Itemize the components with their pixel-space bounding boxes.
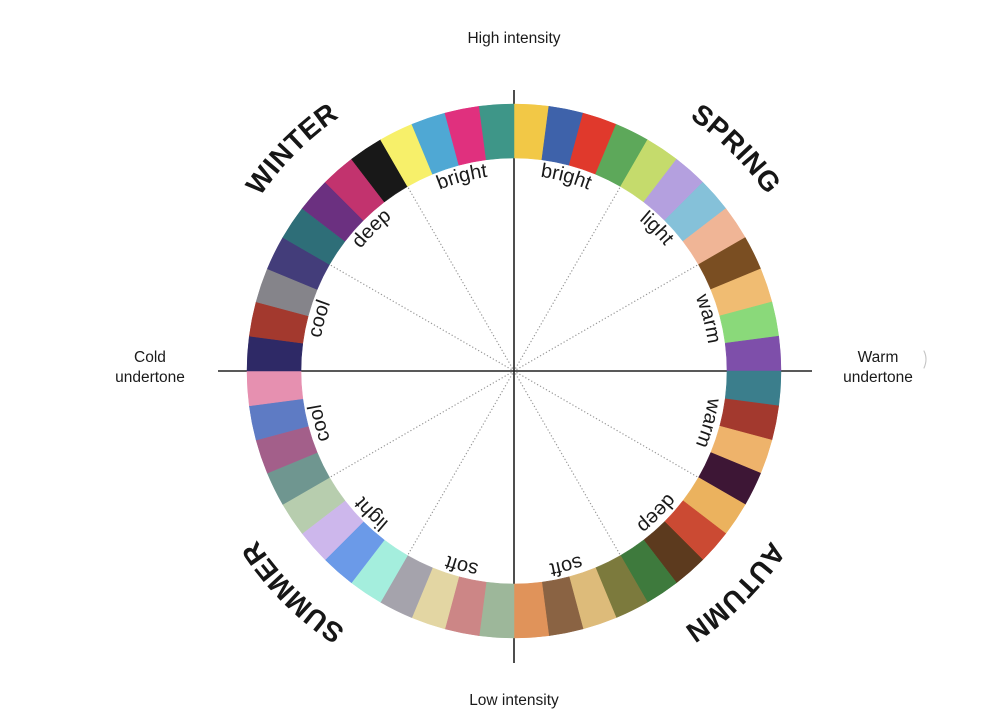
svg-text:Cold: Cold bbox=[134, 349, 166, 366]
svg-text:undertone: undertone bbox=[843, 369, 913, 386]
svg-text:High intensity: High intensity bbox=[467, 30, 560, 47]
svg-text:Warm: Warm bbox=[858, 349, 899, 366]
svg-text:Low intensity: Low intensity bbox=[469, 692, 559, 709]
svg-text:undertone: undertone bbox=[115, 369, 185, 386]
